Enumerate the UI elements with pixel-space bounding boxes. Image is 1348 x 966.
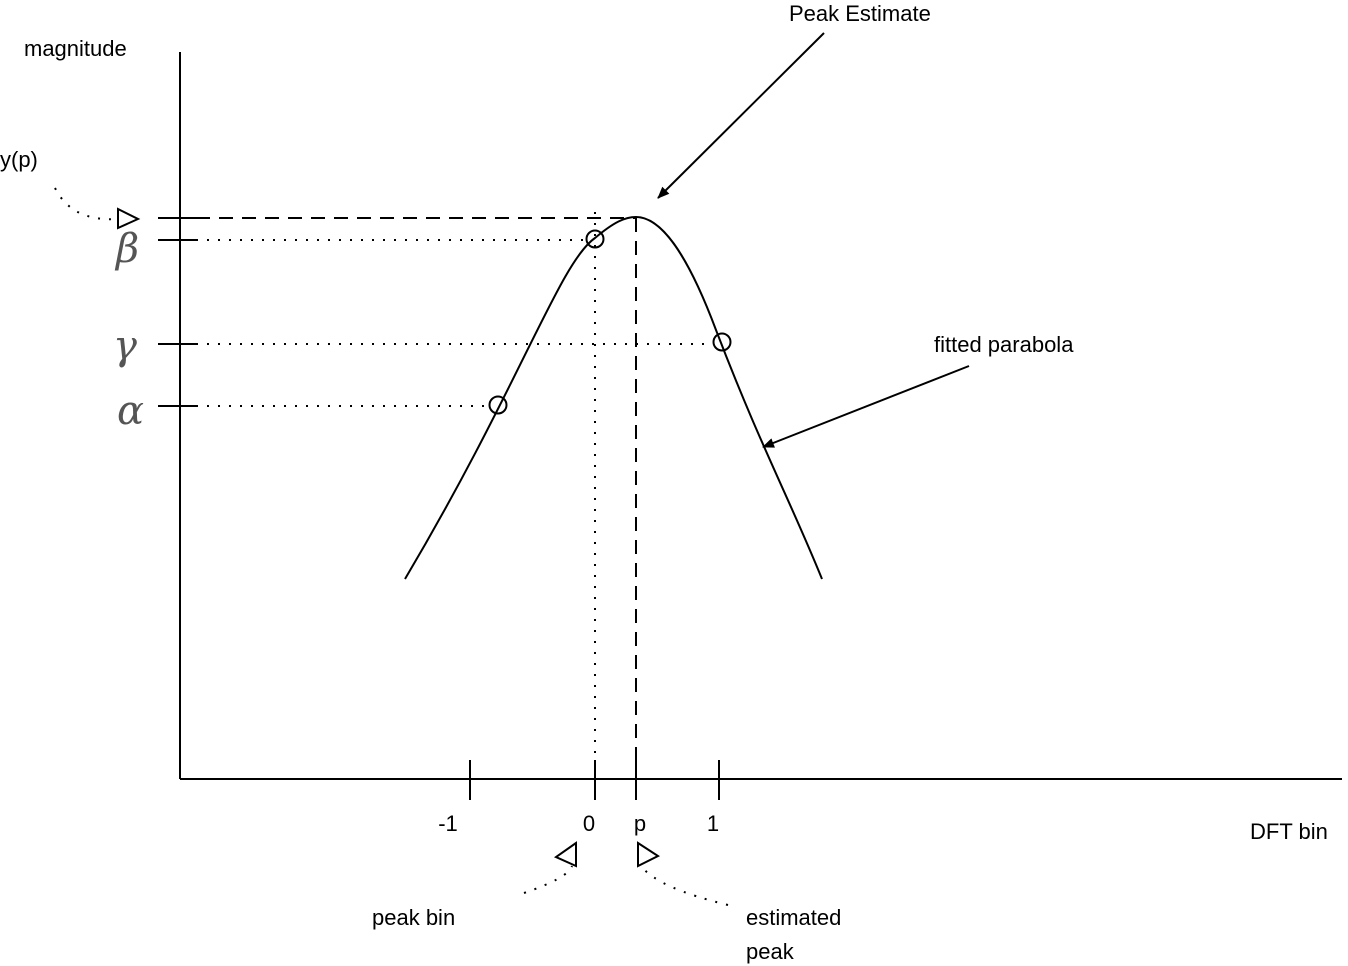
fitted-parabola-curve (404, 215, 823, 580)
sample-point-alpha (488, 395, 508, 415)
x-tick-label-minus1: -1 (438, 811, 458, 836)
sample-point-gamma (712, 332, 732, 352)
sample-point-beta (585, 229, 605, 249)
peak-estimate-arrow (657, 32, 825, 199)
x-tick-label-0: 0 (583, 811, 595, 836)
beta-label: β (114, 226, 139, 272)
fitted-parabola-label: fitted parabola (934, 332, 1074, 357)
estimated-peak-label-line1: estimated (746, 905, 841, 930)
x-axis-label: DFT bin (1250, 819, 1328, 844)
peak-bin-open-arrowhead (553, 841, 577, 868)
yp-open-arrowhead (117, 207, 141, 230)
gamma-label: γ (113, 323, 137, 369)
estimated-peak-open-arrowhead (637, 841, 661, 868)
peak-bin-dotted-pointer (523, 865, 573, 894)
x-tick-label-1: 1 (707, 811, 719, 836)
peak-estimate-label: Peak Estimate (789, 1, 931, 26)
yp-dotted-pointer (54, 187, 119, 221)
estimated-peak-label-line2: peak (746, 939, 795, 964)
peak-bin-label: peak bin (372, 905, 455, 930)
estimated-peak-dotted-pointer (640, 865, 729, 906)
alpha-label: α (117, 388, 144, 434)
fitted-parabola-arrow (762, 365, 970, 448)
y-axis-label: magnitude (24, 36, 127, 61)
yp-label: y(p) (0, 147, 38, 172)
x-tick-label-p: p (634, 811, 646, 836)
